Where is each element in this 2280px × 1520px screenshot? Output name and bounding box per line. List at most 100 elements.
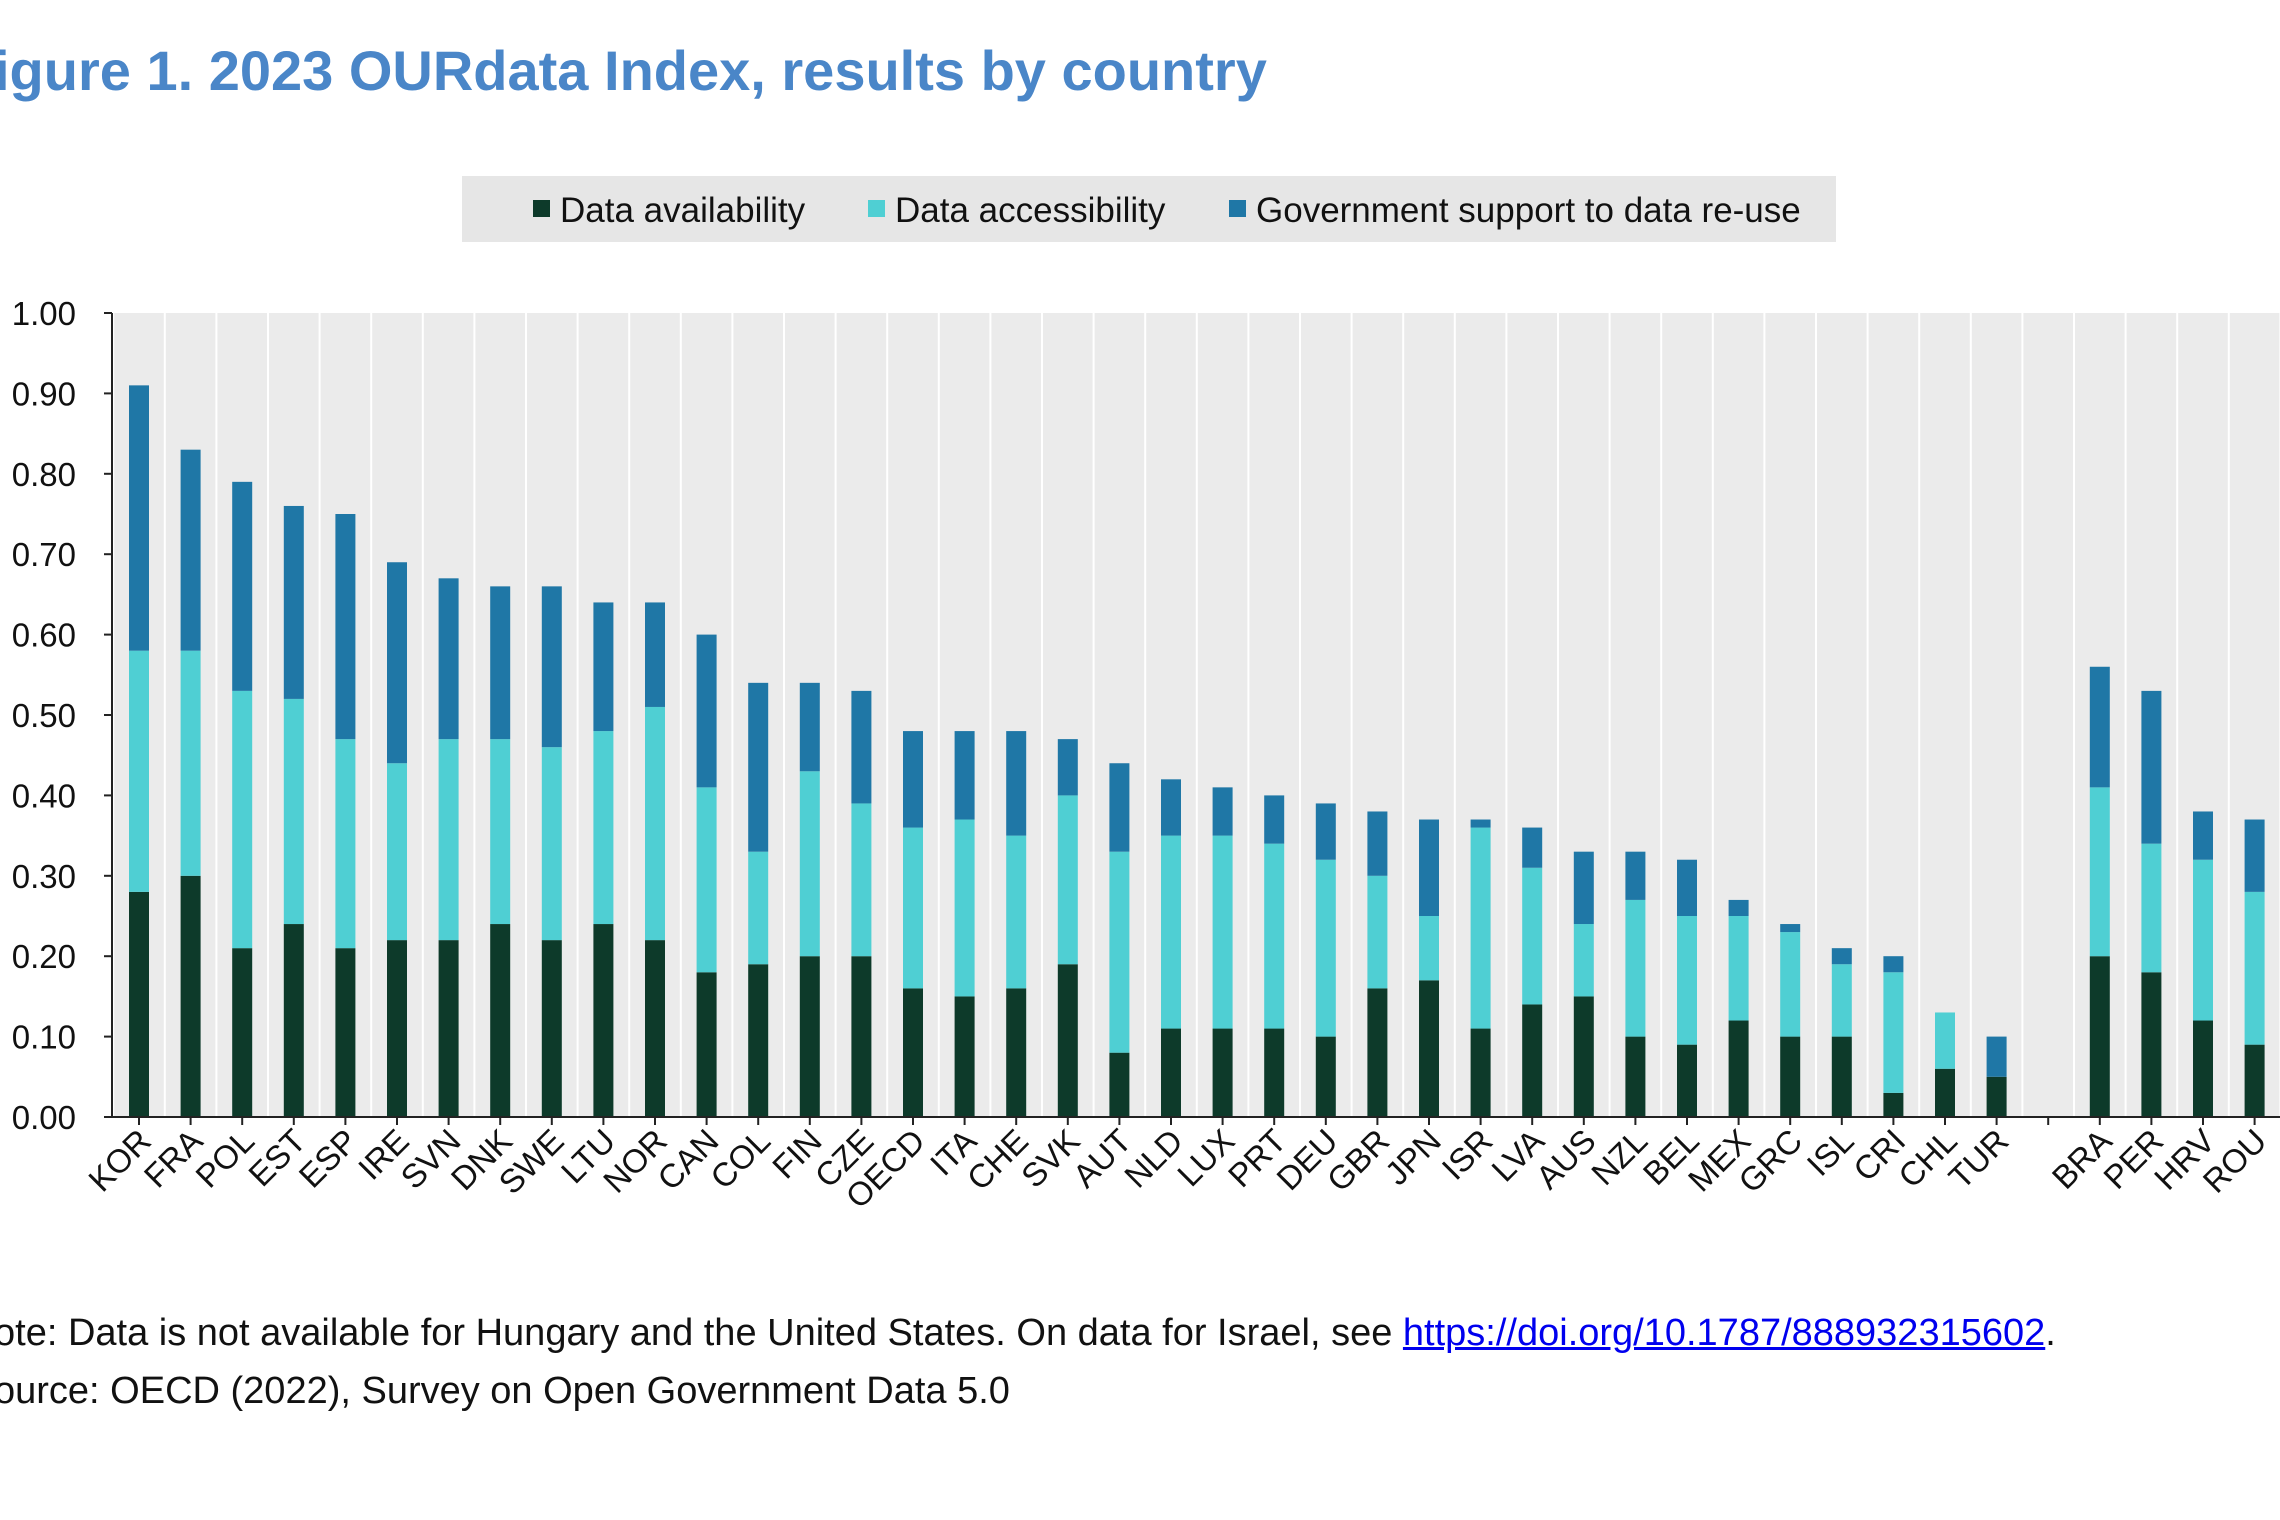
bar-segment — [1315, 803, 1336, 860]
bar-segment — [335, 514, 356, 740]
chart-note: ote: Data is not available for Hungary a… — [0, 1312, 2056, 1355]
bar-segment — [490, 586, 511, 740]
bar-segment — [1728, 899, 1749, 916]
bar-segment — [1883, 1092, 1904, 1117]
bar-segment — [129, 385, 149, 651]
bar-segment — [1264, 843, 1285, 1029]
bar-segment — [903, 731, 923, 828]
bar-segment — [1780, 932, 1801, 1037]
bar-segment — [1986, 1036, 2007, 1077]
y-tick-label: 0.30 — [12, 858, 76, 895]
bar-segment — [1161, 835, 1181, 1029]
doi-link[interactable]: https://doi.org/10.1787/888932315602 — [1402, 1312, 2046, 1354]
bar-segment — [1212, 787, 1233, 836]
y-tick-label: 0.60 — [12, 617, 76, 654]
bar-segment — [1831, 1036, 1852, 1117]
bar-segment — [1677, 916, 1697, 1045]
y-tick-label: 0.90 — [12, 375, 76, 412]
y-tick-label: 0.50 — [12, 697, 76, 734]
bar-segment — [799, 956, 820, 1117]
bar-segment — [335, 948, 356, 1117]
bar-segment — [129, 650, 149, 892]
bar-segment — [593, 924, 614, 1117]
bar-segment — [903, 988, 923, 1117]
bar-segment — [232, 690, 253, 949]
bar-segment — [1573, 996, 1594, 1117]
bar-segment — [232, 481, 253, 691]
bar-segment — [438, 940, 459, 1117]
bar-segment — [954, 819, 975, 997]
bar-segment — [2141, 843, 2162, 973]
bar-segment — [1883, 972, 1904, 1093]
bar-segment — [1006, 835, 1027, 989]
chart-source: ource: OECD (2022), Survey on Open Gover… — [0, 1370, 1010, 1412]
y-tick-label: 0.00 — [12, 1099, 76, 1136]
bar-segment — [1677, 1044, 1697, 1117]
bar-segment — [1780, 924, 1801, 933]
legend-box — [462, 176, 1836, 242]
y-tick-label: 0.40 — [12, 777, 76, 814]
bar-segment — [1367, 875, 1388, 989]
bar-segment — [387, 562, 407, 764]
bar-segment — [696, 787, 717, 973]
y-tick-label: 0.10 — [12, 1019, 76, 1056]
bar-segment — [541, 940, 562, 1117]
bar-segment — [283, 924, 304, 1117]
bar-segment — [490, 924, 511, 1117]
bar-segment — [1935, 1012, 1955, 1069]
x-tick-label: ISR — [1434, 1122, 1499, 1187]
bar-segment — [2089, 666, 2110, 788]
bar-segment — [180, 449, 201, 651]
bar-segment — [1419, 980, 1439, 1117]
bar-segment — [748, 682, 769, 852]
bar-segment — [1573, 851, 1594, 925]
bar-segment — [2193, 811, 2213, 860]
bar-segment — [180, 875, 201, 1117]
bar-segment — [1625, 851, 1646, 900]
bar-segment — [2244, 891, 2265, 1045]
bar-segment — [1883, 956, 1904, 973]
bar-segment — [851, 803, 872, 957]
bar-segment — [541, 747, 562, 941]
bar-segment — [1006, 731, 1027, 836]
bar-segment — [2193, 1020, 2213, 1117]
bar-segment — [1470, 1028, 1491, 1117]
legend-swatch — [868, 200, 885, 217]
bar-segment — [903, 827, 923, 989]
bar-segment — [438, 578, 459, 740]
bars — [129, 385, 2265, 1117]
bar-segment — [799, 771, 820, 957]
legend-swatch — [1229, 200, 1246, 217]
legend-label: Data accessibility — [895, 191, 1166, 230]
bar-segment — [851, 690, 872, 804]
chart-legend: Data availability Data accessibility Gover… — [462, 176, 1836, 242]
bar-segment — [283, 698, 304, 925]
bar-segment — [1522, 827, 1543, 868]
x-tick-label: ISL — [1800, 1122, 1861, 1183]
bar-segment — [1315, 1036, 1336, 1117]
bar-segment — [1522, 1004, 1543, 1117]
bar-segment — [2193, 859, 2213, 1021]
bar-segment — [1831, 964, 1852, 1037]
bar-segment — [1935, 1068, 1955, 1117]
bar-segment — [1161, 1028, 1181, 1117]
bar-segment — [1212, 1028, 1233, 1117]
bar-segment — [696, 634, 717, 788]
bar-segment — [1315, 859, 1336, 1037]
bar-segment — [1986, 1076, 2007, 1117]
bar-segment — [1057, 795, 1078, 965]
bar-segment — [541, 586, 562, 748]
bar-segment — [1780, 1036, 1801, 1117]
bar-segment — [1728, 916, 1749, 1021]
bar-segment — [1677, 859, 1697, 916]
bar-segment — [593, 731, 614, 925]
bar-segment — [1264, 1028, 1285, 1117]
bar-segment — [851, 956, 872, 1117]
bar-segment — [696, 972, 717, 1117]
bar-segment — [387, 940, 407, 1117]
grid-lines — [112, 313, 2280, 1117]
bar-segment — [1728, 1020, 1749, 1117]
bar-segment — [593, 602, 614, 732]
bar-segment — [2089, 956, 2110, 1117]
bar-segment — [1109, 1052, 1130, 1117]
